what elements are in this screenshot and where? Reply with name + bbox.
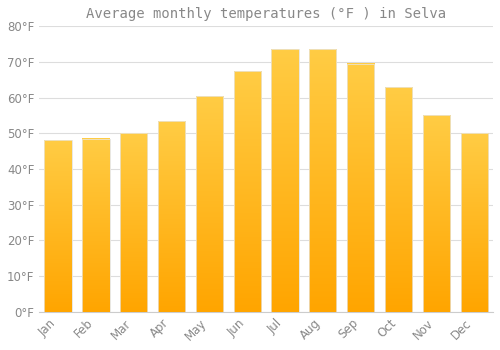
Bar	[272, 49, 298, 312]
Bar	[234, 71, 261, 312]
Bar	[82, 139, 110, 312]
Bar	[196, 96, 223, 312]
Bar	[422, 116, 450, 312]
Bar	[120, 133, 148, 312]
Bar	[460, 133, 488, 312]
Bar	[44, 140, 72, 312]
Bar	[422, 116, 450, 312]
Bar	[309, 49, 336, 312]
Bar	[196, 96, 223, 312]
Bar	[158, 121, 185, 312]
Bar	[460, 133, 488, 312]
Bar	[82, 139, 110, 312]
Bar	[385, 87, 412, 312]
Bar	[234, 71, 261, 312]
Bar	[309, 49, 336, 312]
Bar	[347, 64, 374, 312]
Title: Average monthly temperatures (°F ) in Selva: Average monthly temperatures (°F ) in Se…	[86, 7, 446, 21]
Bar	[272, 49, 298, 312]
Bar	[44, 140, 72, 312]
Bar	[385, 87, 412, 312]
Bar	[347, 64, 374, 312]
Bar	[120, 133, 148, 312]
Bar	[158, 121, 185, 312]
